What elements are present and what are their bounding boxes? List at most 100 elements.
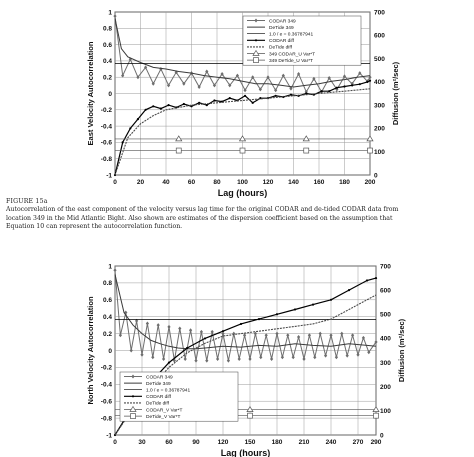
legend-entry: 1.0 / e = 0.36787941 <box>146 388 190 394</box>
diamond-marker <box>327 76 331 81</box>
square-marker <box>175 147 182 154</box>
diamond-marker <box>243 88 247 93</box>
square-marker <box>303 147 310 154</box>
diamond-marker <box>350 81 354 86</box>
dot-marker <box>167 361 171 364</box>
x-tick-label: 290 <box>371 439 382 446</box>
diamond-marker <box>151 355 155 360</box>
diamond-marker <box>228 83 232 88</box>
dot-marker <box>343 85 346 88</box>
diamond-marker <box>144 65 148 70</box>
y-tick-label: 0.2 <box>103 331 112 338</box>
diamond-marker <box>335 87 339 92</box>
diamond-marker <box>210 329 214 334</box>
dot-marker <box>131 395 135 398</box>
diamond-marker <box>358 71 362 76</box>
x-tick-label: 20 <box>137 179 145 186</box>
dot-marker <box>329 298 333 301</box>
x-axis-label: Lag (hours) <box>221 448 271 457</box>
diamond-marker <box>374 340 378 345</box>
dot-marker <box>293 308 297 311</box>
diamond-marker <box>356 352 360 357</box>
x-tick-label: 180 <box>339 179 350 186</box>
diamond-marker <box>318 331 322 336</box>
square-marker <box>373 412 379 419</box>
dot-marker <box>374 276 378 280</box>
x-tick-label: 120 <box>263 179 274 186</box>
y-tick-label: 0.8 <box>103 280 112 287</box>
square-marker <box>130 413 136 419</box>
legend-box <box>119 371 239 422</box>
legend-entry: 1.0 / e = 0.36787941 <box>269 32 313 38</box>
y2-axis-label: Diffusion (m²/sec) <box>391 61 400 125</box>
dot-marker <box>366 80 369 83</box>
series-line <box>114 88 371 176</box>
y-tick-label: 0.6 <box>103 42 112 49</box>
diamond-marker <box>131 374 135 379</box>
dot-marker <box>251 101 254 104</box>
x-tick-label: 60 <box>165 439 173 446</box>
y-tick-label: -0.8 <box>101 156 113 163</box>
dot-marker <box>254 39 258 42</box>
diamond-marker <box>291 355 295 360</box>
triangle-marker <box>366 135 374 142</box>
y-tick-label: -0.4 <box>101 123 113 130</box>
diamond-marker <box>205 69 209 74</box>
y2-tick-label: 0 <box>374 172 378 179</box>
y2-tick-label: 200 <box>374 126 385 133</box>
diamond-marker <box>297 71 301 76</box>
triangle-marker <box>252 49 260 56</box>
x-tick-label: 140 <box>288 179 299 186</box>
dot-marker <box>328 90 331 93</box>
y2-tick-label: 300 <box>374 102 385 109</box>
dot-marker <box>365 279 369 282</box>
dot-marker <box>152 105 155 108</box>
dot-marker <box>257 318 261 321</box>
diamond-marker <box>189 328 193 333</box>
legend-entry: DeTide diff <box>269 45 293 51</box>
diamond-marker <box>324 353 328 358</box>
dot-marker <box>320 90 323 93</box>
y2-tick-label: 400 <box>380 336 391 343</box>
y-tick-label: 0.8 <box>103 26 112 33</box>
diamond-marker <box>270 356 274 361</box>
diamond-marker <box>205 358 209 363</box>
figure-caption-heading: FIGURE 15a <box>6 198 48 205</box>
x-tick-label: 120 <box>218 439 229 446</box>
diamond-marker <box>151 81 155 86</box>
x-tick-label: 200 <box>365 179 376 186</box>
diamond-marker <box>274 88 278 93</box>
diamond-marker <box>275 331 279 336</box>
dot-marker <box>167 104 170 107</box>
x-tick-label: 60 <box>188 179 196 186</box>
diamond-marker <box>199 329 203 334</box>
diamond-marker <box>253 331 257 336</box>
y-tick-label: -0.4 <box>101 382 113 389</box>
legend-entry: CODAR 349 <box>269 18 296 24</box>
dot-marker <box>351 84 354 87</box>
legend-entry: CODAR diff <box>269 38 295 44</box>
x-tick-label: 160 <box>314 179 325 186</box>
series-1 <box>114 18 371 88</box>
diamond-marker <box>216 356 220 361</box>
dot-marker <box>275 313 279 316</box>
diamond-marker <box>129 348 133 353</box>
triangle-marker <box>302 135 310 142</box>
diamond-marker <box>264 333 268 338</box>
legend-entry: 349 CODAR_U Var*T <box>269 51 315 57</box>
dot-marker <box>198 101 201 104</box>
diamond-marker <box>113 268 117 273</box>
diamond-marker <box>182 81 186 86</box>
y-axis-label: East Velocity Autocorrelation <box>86 41 95 145</box>
legend-entry: 349 DeTide_U Var*T <box>269 58 313 64</box>
x-tick-label: 210 <box>299 439 310 446</box>
diamond-marker <box>248 356 252 361</box>
y-axis-label: North Velocity Autocorrelation <box>86 296 95 404</box>
series-5 <box>115 135 374 142</box>
dot-marker <box>136 118 140 121</box>
series-line <box>114 274 377 350</box>
y2-tick-label: 700 <box>380 263 391 270</box>
legend-entry: DeTide diff <box>146 401 170 407</box>
legend-entry: DeTide 349 <box>269 25 294 31</box>
